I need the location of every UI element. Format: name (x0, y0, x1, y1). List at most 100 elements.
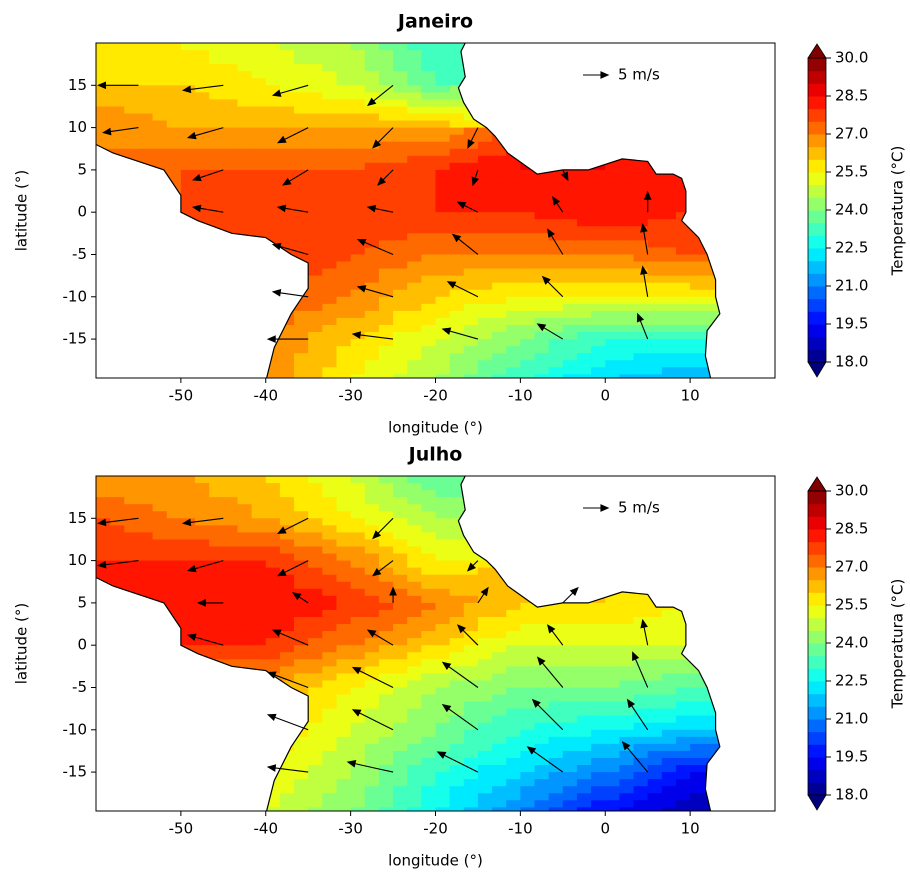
temperature-cell (237, 156, 252, 164)
temperature-cell (464, 367, 479, 375)
temperature-cell (421, 554, 436, 562)
temperature-cell (535, 283, 550, 291)
temperature-cell (577, 304, 592, 312)
temperature-cell (336, 283, 351, 291)
temperature-cell (237, 532, 252, 540)
temperature-cell (96, 525, 111, 533)
temperature-cell (407, 353, 422, 361)
temperature-cell (393, 737, 408, 745)
temperature-cell (662, 631, 677, 639)
temperature-cell (153, 568, 168, 576)
temperature-cell (336, 589, 351, 597)
temperature-cell (393, 353, 408, 361)
temperature-cell (138, 149, 153, 157)
temperature-cell (308, 311, 323, 319)
temperature-cell (365, 645, 380, 653)
temperature-cell (308, 546, 323, 554)
temperature-cell (336, 353, 351, 361)
temperature-cell (308, 779, 323, 787)
temperature-cell (336, 191, 351, 199)
temperature-cell (648, 687, 663, 695)
x-tick-label: 0 (600, 387, 610, 405)
temperature-cell (648, 290, 663, 298)
temperature-cell (294, 360, 309, 368)
temperature-cell (322, 262, 337, 270)
temperature-cell (96, 504, 111, 512)
temperature-cell (351, 723, 366, 731)
temperature-cell (110, 497, 125, 505)
temperature-cell (294, 219, 309, 227)
temperature-cell (96, 121, 111, 129)
colorbar-band (808, 491, 826, 504)
temperature-cell (209, 198, 224, 206)
temperature-cell (181, 92, 196, 100)
temperature-cell (181, 142, 196, 150)
temperature-cell (535, 304, 550, 312)
temperature-cell (478, 226, 493, 234)
temperature-cell (535, 723, 550, 731)
temperature-cell (464, 149, 479, 157)
temperature-cell (336, 332, 351, 340)
temperature-cell (365, 43, 380, 51)
temperature-cell (563, 205, 578, 213)
temperature-cell (266, 135, 281, 143)
temperature-cell (322, 226, 337, 234)
temperature-cell (351, 716, 366, 724)
temperature-cell (379, 360, 394, 368)
temperature-cell (605, 737, 620, 745)
temperature-cell (421, 346, 436, 354)
temperature-cell (662, 346, 677, 354)
temperature-cell (393, 297, 408, 305)
temperature-cell (577, 652, 592, 660)
temperature-cell (520, 283, 535, 291)
temperature-cell (379, 687, 394, 695)
temperature-cell (407, 765, 422, 773)
temperature-cell (322, 149, 337, 157)
temperature-cell (280, 212, 295, 220)
temperature-cell (365, 240, 380, 248)
temperature-cell (252, 568, 267, 576)
temperature-cell (634, 304, 649, 312)
temperature-cell (662, 318, 677, 326)
temperature-cell (662, 184, 677, 192)
temperature-cell (464, 346, 479, 354)
temperature-cell (322, 610, 337, 618)
temperature-cell (167, 596, 182, 604)
temperature-cell (436, 483, 451, 491)
temperature-cell (195, 198, 210, 206)
temperature-cell (351, 92, 366, 100)
temperature-cell (266, 57, 281, 65)
temperature-cell (464, 730, 479, 738)
temperature-cell (266, 198, 281, 206)
temperature-cell (379, 325, 394, 333)
temperature-cell (619, 723, 634, 731)
temperature-cell (110, 106, 125, 114)
temperature-cell (393, 163, 408, 171)
temperature-cell (450, 786, 465, 794)
temperature-cell (577, 177, 592, 185)
temperature-cell (336, 269, 351, 277)
temperature-cell (591, 212, 606, 220)
temperature-cell (96, 106, 111, 114)
temperature-cell (365, 779, 380, 787)
temperature-cell (520, 716, 535, 724)
temperature-cell (379, 610, 394, 618)
temperature-cell (138, 99, 153, 107)
temperature-cell (280, 638, 295, 646)
temperature-cell (421, 283, 436, 291)
temperature-cell (379, 525, 394, 533)
temperature-cell (563, 617, 578, 625)
temperature-cell (223, 504, 238, 512)
temperature-cell (407, 99, 422, 107)
temperature-cell (209, 121, 224, 129)
temperature-cell (605, 212, 620, 220)
temperature-cell (478, 360, 493, 368)
temperature-cell (181, 113, 196, 121)
temperature-cell (237, 57, 252, 65)
colorbar-band (808, 159, 826, 172)
temperature-cell (181, 78, 196, 86)
temperature-cell (294, 568, 309, 576)
temperature-cell (393, 596, 408, 604)
temperature-cell (676, 318, 691, 326)
temperature-cell (138, 483, 153, 491)
